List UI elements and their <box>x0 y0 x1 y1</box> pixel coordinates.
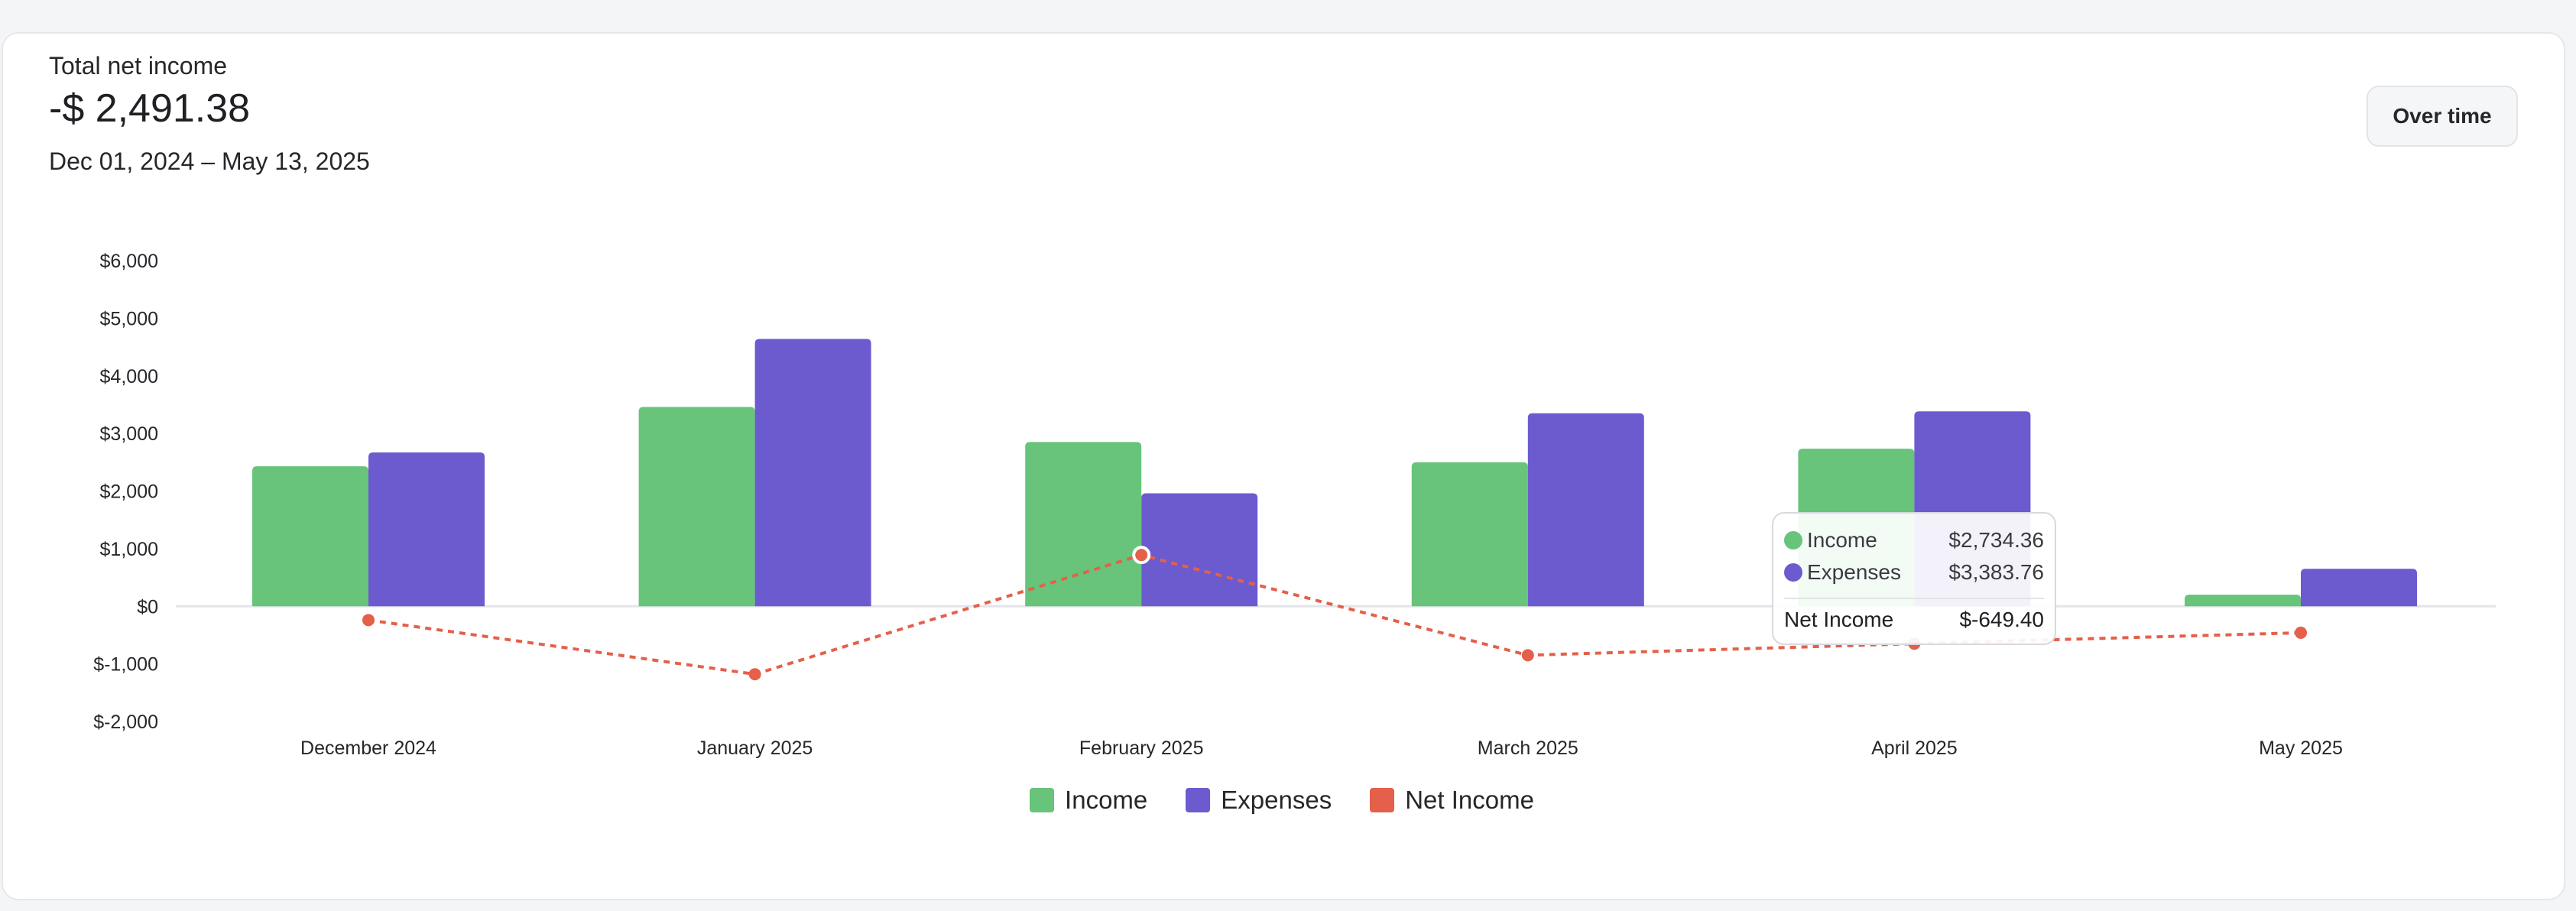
net-income-point <box>1132 546 1151 565</box>
legend-label-expenses: Expenses <box>1221 786 1332 814</box>
y-tick-label: $2,000 <box>100 481 158 503</box>
legend-swatch-net-income <box>1370 788 1395 812</box>
expenses-bar <box>1527 413 1644 607</box>
tooltip-value-expenses: $3,383.76 <box>1948 560 2044 584</box>
income-bar <box>1411 462 1528 607</box>
legend-swatch-income <box>1030 788 1055 812</box>
x-tick-label: April 2025 <box>1871 738 1958 759</box>
income-bar <box>638 407 755 607</box>
tooltip-label-expenses: Expenses <box>1807 560 1901 584</box>
legend-label-income: Income <box>1065 786 1148 814</box>
tooltip-row-expenses: Expenses $3,383.76 <box>1784 556 2044 588</box>
income-bar <box>252 466 368 607</box>
net-income-point <box>748 668 761 681</box>
y-tick-label: $3,000 <box>100 423 158 445</box>
expenses-bar <box>2301 569 2417 607</box>
x-tick-label: January 2025 <box>697 738 813 759</box>
net-income-point <box>1521 649 1534 662</box>
total-net-income-value: -$ 2,491.38 <box>49 86 251 131</box>
x-tick-label: March 2025 <box>1478 738 1578 759</box>
tooltip-dot-income <box>1784 531 1802 550</box>
income-bar <box>2185 595 2301 607</box>
net-income-point <box>362 614 375 627</box>
legend-item-net-income[interactable]: Net Income <box>1370 786 1534 815</box>
x-tick-label: December 2024 <box>300 738 436 759</box>
y-tick-label: $-2,000 <box>93 712 158 733</box>
legend-item-income[interactable]: Income <box>1030 786 1147 815</box>
x-tick-label: February 2025 <box>1079 738 1204 759</box>
y-tick-label: $4,000 <box>100 366 158 387</box>
x-tick-label: May 2025 <box>2259 738 2343 759</box>
y-tick-label: $-1,000 <box>93 654 158 676</box>
legend-item-expenses[interactable]: Expenses <box>1186 786 1332 815</box>
legend-label-net-income: Net Income <box>1405 786 1534 814</box>
y-tick-label: $6,000 <box>100 251 158 272</box>
chart-tooltip: Income $2,734.36 Expenses $3,383.76 Net … <box>1772 512 2056 645</box>
y-tick-label: $0 <box>137 596 158 618</box>
tooltip-divider <box>1784 598 2044 599</box>
expenses-bar <box>368 452 485 607</box>
expenses-bar <box>1141 493 1258 607</box>
y-tick-label: $1,000 <box>100 539 158 560</box>
chart-legend: Income Expenses Net Income <box>0 786 2564 815</box>
tooltip-row-net-income: Net Income $-649.40 <box>1784 604 2044 636</box>
date-range: Dec 01, 2024 – May 13, 2025 <box>49 148 370 175</box>
expenses-bar <box>754 339 871 607</box>
card-title: Total net income <box>49 52 228 79</box>
net-income-point <box>2295 626 2307 639</box>
legend-swatch-expenses <box>1186 788 1211 812</box>
y-tick-label: $5,000 <box>100 308 158 329</box>
tooltip-value-net-income: $-649.40 <box>1959 608 2044 631</box>
tooltip-value-income: $2,734.36 <box>1948 528 2044 552</box>
income-bar <box>1025 442 1142 607</box>
tooltip-row-income: Income $2,734.36 <box>1784 524 2044 556</box>
tooltip-label-net-income: Net Income <box>1784 608 1894 631</box>
tooltip-label-income: Income <box>1807 528 1877 552</box>
tooltip-dot-expenses <box>1784 563 1802 582</box>
over-time-button[interactable]: Over time <box>2367 86 2518 147</box>
